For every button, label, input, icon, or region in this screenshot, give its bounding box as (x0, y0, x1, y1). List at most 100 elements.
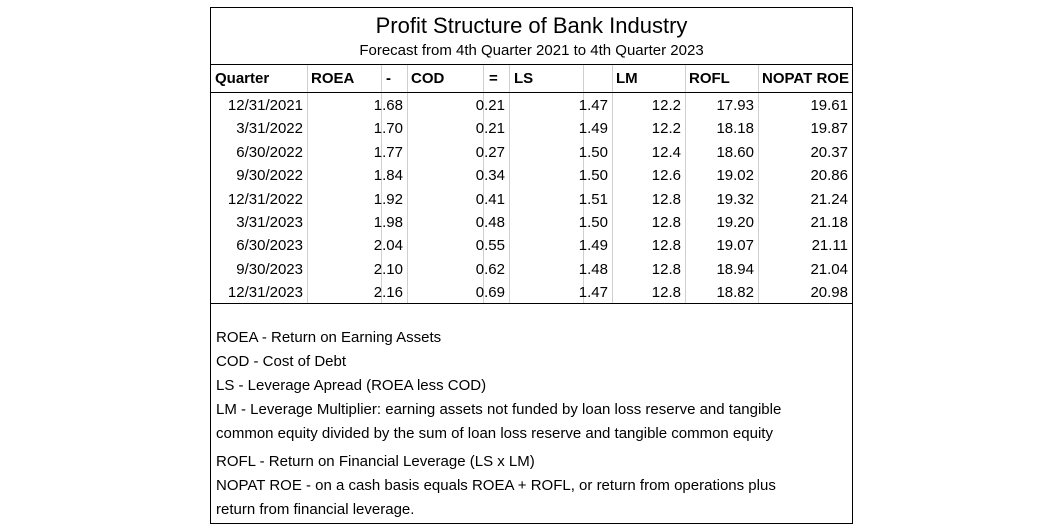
header-row: Quarter ROEA - COD = LS LM ROFL NOPAT RO… (211, 64, 852, 93)
grid-line (407, 65, 408, 92)
grid-line (381, 65, 382, 92)
cell-cod: 0.21 (475, 120, 505, 138)
cell-ls: 1.50 (578, 214, 608, 231)
table-row: 6/30/2023 2.04 0.55 1.49 12.8 19.07 21.11 (211, 234, 852, 258)
table-title: Profit Structure of Bank Industry (375, 13, 688, 38)
cell-roea: 2.04 (373, 237, 403, 255)
grid-line (381, 93, 382, 303)
grid-line (307, 65, 308, 92)
header-quarter: Quarter (215, 70, 270, 87)
cell-roea: 1.77 (373, 143, 403, 161)
cell-lm: 12.8 (651, 284, 681, 302)
cell-roea: 1.84 (373, 167, 403, 185)
cell-nopat-roe: 19.61 (810, 97, 848, 114)
cell-quarter: 3/31/2022 (236, 120, 303, 138)
grid-line (685, 93, 686, 303)
cell-cod: 0.27 (475, 143, 505, 161)
legend-line: NOPAT ROE - on a cash basis equals ROEA … (216, 477, 776, 494)
grid-line (483, 65, 484, 92)
table-body: 12/31/2021 1.68 0.21 1.47 12.2 17.93 19.61 3/31… (211, 93, 852, 304)
cell-quarter: 12/31/2023 (227, 284, 303, 302)
cell-quarter: 12/31/2021 (227, 97, 303, 114)
cell-roea: 1.92 (373, 190, 403, 208)
cell-ls: 1.48 (578, 260, 608, 278)
cell-cod: 0.48 (475, 214, 505, 231)
cell-roea: 2.16 (373, 284, 403, 302)
cell-lm: 12.8 (651, 190, 681, 208)
cell-quarter: 6/30/2023 (236, 237, 303, 255)
cell-lm: 12.2 (651, 120, 681, 138)
grid-line (685, 65, 686, 92)
table-row: 12/31/2021 1.68 0.21 1.47 12.2 17.93 19.61 (211, 94, 852, 118)
cell-roea: 1.68 (373, 97, 403, 114)
cell-cod: 0.34 (475, 167, 505, 185)
cell-rofl: 18.60 (716, 143, 754, 161)
cell-quarter: 6/30/2022 (236, 143, 303, 161)
legend-line: common equity divided by the sum of loan… (216, 425, 773, 442)
cell-ls: 1.47 (578, 284, 608, 302)
cell-rofl: 19.07 (716, 237, 754, 255)
cell-cod: 0.62 (475, 260, 505, 278)
cell-quarter: 9/30/2023 (236, 260, 303, 278)
grid-line (509, 65, 510, 92)
cell-ls: 1.49 (578, 237, 608, 255)
grid-line (758, 93, 759, 303)
cell-rofl: 19.02 (716, 167, 754, 185)
header-roea: ROEA (311, 70, 355, 87)
cell-ls: 1.47 (578, 97, 608, 114)
cell-nopat-roe: 21.11 (811, 237, 848, 255)
header-rofl: ROFL (689, 70, 730, 87)
cell-nopat-roe: 20.37 (810, 143, 848, 161)
legend-line: LS - Leverage Apread (ROEA less COD) (216, 377, 487, 394)
profit-structure-table: Profit Structure of Bank Industry Foreca… (210, 7, 853, 524)
cell-nopat-roe: 19.87 (810, 120, 848, 138)
grid-line (583, 65, 584, 92)
cell-lm: 12.6 (651, 167, 681, 185)
table-row: 6/30/2022 1.77 0.27 1.50 12.4 18.60 20.37 (211, 141, 852, 165)
cell-cod: 0.55 (475, 237, 505, 255)
cell-quarter: 3/31/2023 (236, 214, 303, 231)
legend-line: ROEA - Return on Earning Assets (216, 329, 442, 346)
cell-rofl: 18.94 (716, 260, 754, 278)
cell-lm: 12.8 (651, 214, 681, 231)
cell-nopat-roe: 21.24 (810, 190, 848, 208)
cell-cod: 0.21 (475, 97, 505, 114)
grid-line (758, 65, 759, 92)
cell-lm: 12.8 (651, 237, 681, 255)
cell-nopat-roe: 21.04 (810, 260, 848, 278)
table-subtitle: Forecast from 4th Quarter 2021 to 4th Qu… (359, 42, 704, 59)
cell-roea: 2.10 (373, 260, 403, 278)
legend-line: LM - Leverage Multiplier: earning assets… (216, 401, 782, 418)
cell-ls: 1.50 (578, 143, 608, 161)
table-row: 9/30/2022 1.84 0.34 1.50 12.6 19.02 20.86 (211, 164, 852, 188)
header-lm: LM (616, 70, 638, 87)
table-row: 9/30/2023 2.10 0.62 1.48 12.8 18.94 21.04 (211, 258, 852, 282)
cell-cod: 0.41 (475, 190, 505, 208)
cell-nopat-roe: 20.86 (810, 167, 848, 185)
cell-quarter: 9/30/2022 (236, 167, 303, 185)
cell-nopat-roe: 21.18 (810, 214, 848, 231)
cell-rofl: 19.32 (716, 190, 754, 208)
header-nopat-roe: NOPAT ROE (762, 70, 849, 87)
table-row: 3/31/2022 1.70 0.21 1.49 12.2 18.18 19.87 (211, 117, 852, 141)
grid-line (612, 65, 613, 92)
grid-line (583, 93, 584, 303)
cell-ls: 1.50 (578, 167, 608, 185)
header-ls: LS (514, 70, 534, 87)
cell-rofl: 18.82 (716, 284, 754, 302)
cell-ls: 1.49 (578, 120, 608, 138)
header-equals: = (489, 70, 498, 87)
table-row: 12/31/2022 1.92 0.41 1.51 12.8 19.32 21.24 (211, 188, 852, 212)
cell-rofl: 18.18 (716, 120, 754, 138)
cell-ls: 1.51 (578, 190, 608, 208)
cell-rofl: 17.93 (716, 97, 754, 114)
legend-line: ROFL - Return on Financial Leverage (LS … (216, 453, 535, 470)
legend-line: return from financial leverage. (216, 501, 415, 518)
grid-line (509, 93, 510, 303)
cell-rofl: 19.20 (716, 214, 754, 231)
grid-line (307, 93, 308, 303)
cell-roea: 1.70 (373, 120, 403, 138)
cell-lm: 12.4 (651, 143, 681, 161)
table-row: 3/31/2023 1.98 0.48 1.50 12.8 19.20 21.18 (211, 211, 852, 235)
cell-cod: 0.69 (475, 284, 505, 302)
